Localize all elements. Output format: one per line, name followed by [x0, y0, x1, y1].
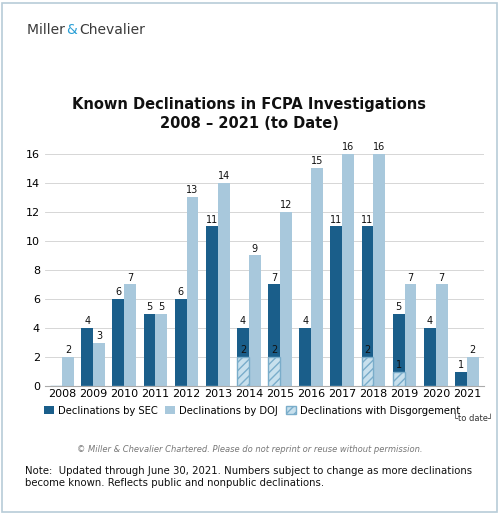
Text: Known Declinations in FCPA Investigations
2008 – 2021 (to Date): Known Declinations in FCPA Investigation… [72, 96, 427, 131]
Text: 11: 11 [206, 215, 218, 225]
Text: 7: 7 [271, 273, 277, 283]
Text: 7: 7 [439, 273, 445, 283]
Bar [112, 299, 124, 386]
Text: 4: 4 [240, 316, 246, 327]
Text: Note:  Updated through June 30, 2021. Numbers subject to change as more declinat: Note: Updated through June 30, 2021. Num… [25, 466, 472, 488]
Bar [373, 153, 385, 386]
Text: 16: 16 [342, 142, 354, 152]
Text: © Miller & Chevalier Chartered. Please do not reprint or reuse without permissio: © Miller & Chevalier Chartered. Please d… [77, 445, 422, 454]
Text: 5: 5 [146, 302, 153, 312]
Bar [268, 357, 280, 386]
Bar [436, 284, 448, 386]
Bar [237, 328, 249, 386]
Text: 2: 2 [65, 346, 71, 355]
Bar [393, 314, 405, 386]
Bar [311, 168, 323, 386]
Bar [187, 197, 199, 386]
Text: 13: 13 [187, 185, 199, 196]
Bar [299, 328, 311, 386]
Text: └to date┘: └to date┘ [453, 414, 493, 423]
Bar [81, 328, 93, 386]
Bar [342, 153, 354, 386]
Bar [144, 314, 156, 386]
Text: 11: 11 [361, 215, 374, 225]
Text: 14: 14 [218, 171, 230, 181]
Text: 3: 3 [96, 331, 102, 341]
Text: 1: 1 [396, 360, 402, 370]
Bar [455, 372, 467, 386]
Bar [62, 357, 74, 386]
Text: 16: 16 [373, 142, 386, 152]
Text: 7: 7 [407, 273, 414, 283]
Text: 12: 12 [280, 200, 292, 210]
Text: 15: 15 [311, 157, 323, 166]
Text: 2: 2 [364, 346, 371, 355]
Text: &: & [67, 23, 82, 37]
Bar [237, 357, 249, 386]
Bar [362, 226, 373, 386]
Text: 11: 11 [330, 215, 342, 225]
Bar [156, 314, 167, 386]
Text: 2: 2 [240, 346, 246, 355]
Bar [206, 226, 218, 386]
Bar [424, 328, 436, 386]
Text: 2: 2 [470, 346, 476, 355]
Bar [249, 255, 261, 386]
Bar [330, 226, 342, 386]
Bar [393, 372, 405, 386]
Text: 5: 5 [158, 302, 165, 312]
Text: 4: 4 [427, 316, 433, 327]
Text: 4: 4 [84, 316, 90, 327]
Text: Chevalier: Chevalier [79, 23, 145, 37]
Bar [280, 212, 292, 386]
Legend: Declinations by SEC, Declinations by DOJ, Declinations with Disgorgement: Declinations by SEC, Declinations by DOJ… [39, 402, 465, 420]
Text: 6: 6 [115, 287, 121, 297]
Text: Miller: Miller [27, 23, 70, 37]
Bar [93, 342, 105, 386]
Bar [362, 357, 373, 386]
Text: 5: 5 [396, 302, 402, 312]
Text: 2: 2 [271, 346, 277, 355]
Bar [405, 284, 417, 386]
Bar [467, 357, 479, 386]
Bar [175, 299, 187, 386]
Text: 1: 1 [458, 360, 464, 370]
Text: 6: 6 [178, 287, 184, 297]
Bar [218, 183, 230, 386]
Text: 9: 9 [252, 244, 258, 253]
Text: 7: 7 [127, 273, 133, 283]
Bar [124, 284, 136, 386]
Bar [268, 284, 280, 386]
Text: 4: 4 [302, 316, 308, 327]
